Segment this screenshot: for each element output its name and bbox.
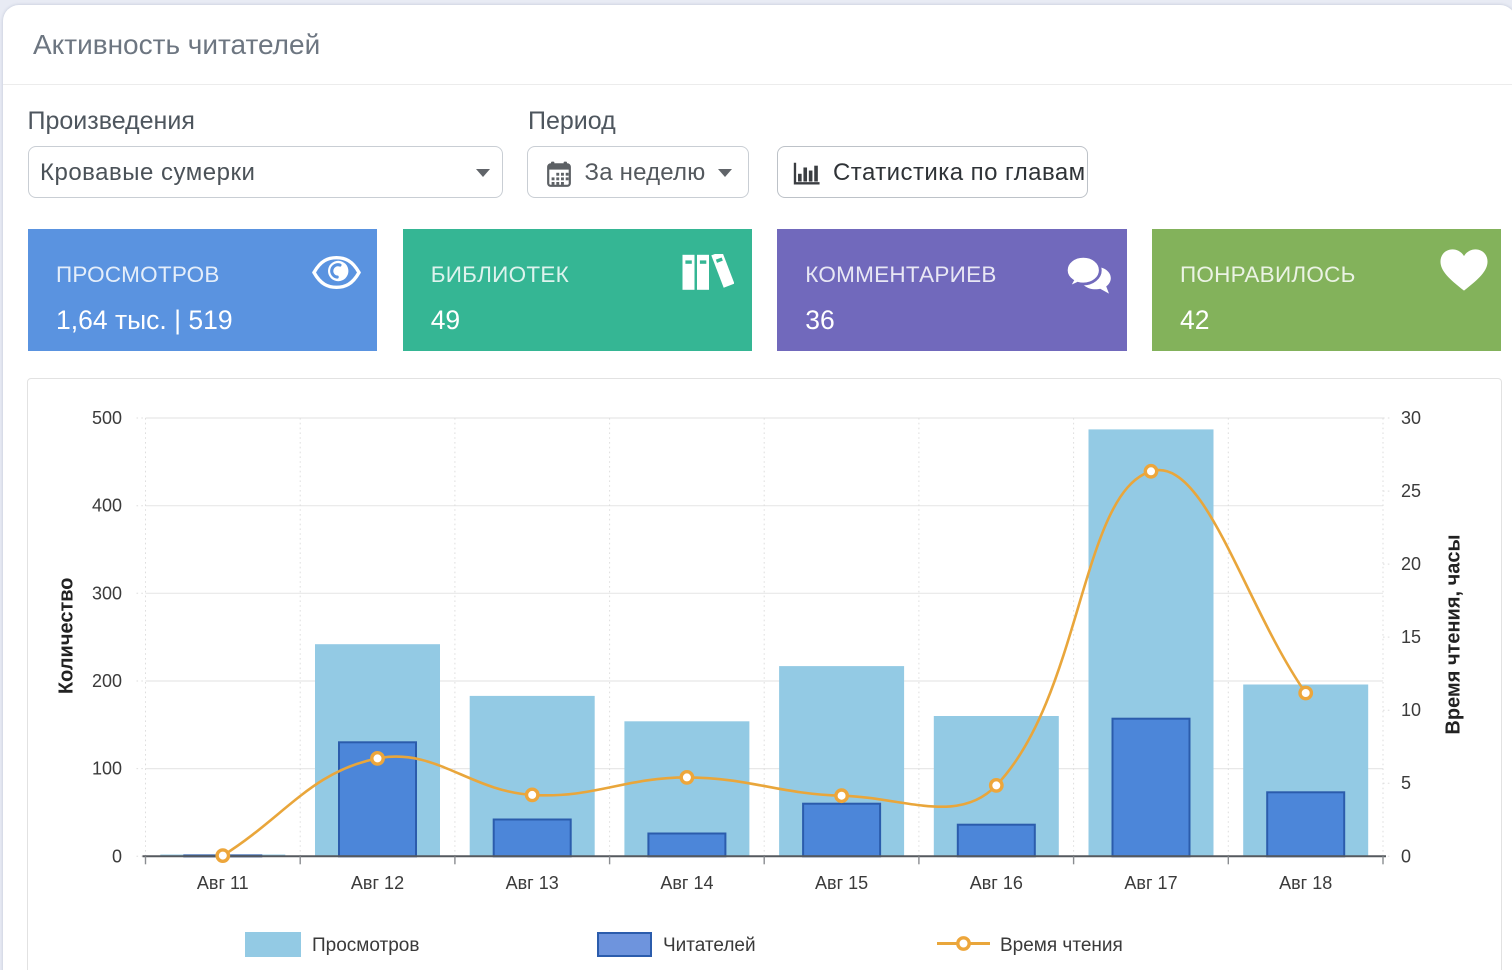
svg-text:Количество: Количество [56,578,78,695]
svg-text:400: 400 [92,496,122,516]
svg-text:Авг 11: Авг 11 [197,873,249,893]
svg-text:0: 0 [1401,846,1411,866]
svg-text:500: 500 [92,408,122,428]
svg-text:200: 200 [92,671,122,691]
svg-text:5: 5 [1401,773,1411,793]
svg-text:Время чтения: Время чтения [1000,935,1123,956]
svg-text:15: 15 [1401,627,1421,647]
svg-text:Авг 18: Авг 18 [1279,873,1332,893]
svg-text:300: 300 [92,583,122,603]
svg-text:0: 0 [112,846,122,866]
svg-text:Авг 14: Авг 14 [660,873,713,893]
svg-text:100: 100 [92,759,122,779]
svg-text:Читателей: Читателей [663,935,756,956]
svg-text:Время чтения, часы: Время чтения, часы [1443,534,1465,734]
svg-text:Просмотров: Просмотров [312,935,419,956]
svg-text:Авг 13: Авг 13 [506,873,559,893]
svg-text:20: 20 [1401,554,1421,574]
svg-text:Авг 12: Авг 12 [351,873,404,893]
svg-text:30: 30 [1401,408,1421,428]
svg-text:Авг 17: Авг 17 [1124,873,1177,893]
svg-text:25: 25 [1401,481,1421,501]
svg-text:Авг 15: Авг 15 [815,873,868,893]
svg-text:Авг 16: Авг 16 [970,873,1023,893]
svg-text:10: 10 [1401,700,1421,720]
